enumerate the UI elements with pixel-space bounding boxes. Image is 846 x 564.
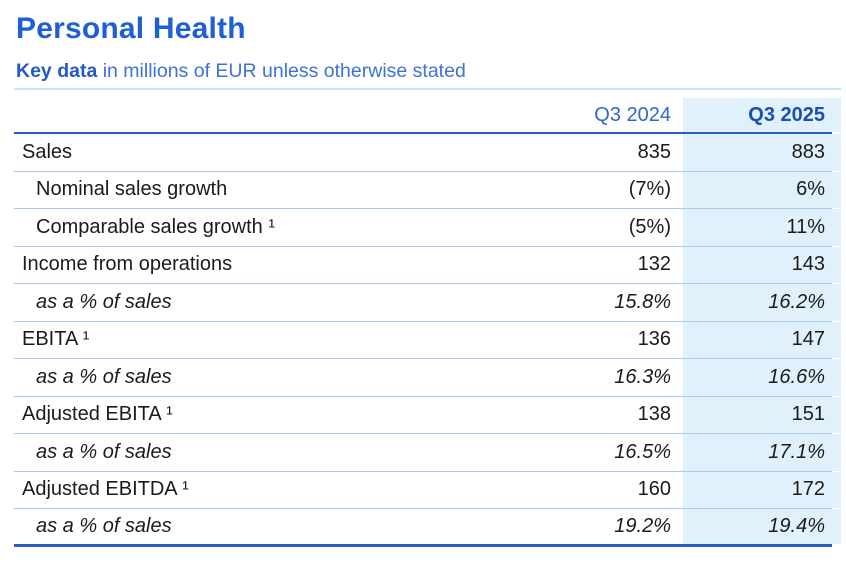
table-row: as a % of sales 16.5% 17.1%: [14, 434, 841, 472]
row-value-q3-2025: 16.2%: [683, 284, 841, 321]
subtitle-key-data: Key data: [16, 60, 98, 82]
page-title: Personal Health: [16, 12, 246, 45]
row-value-q3-2024: 835: [637, 140, 671, 163]
row-value-q3-2025: 17.1%: [683, 434, 841, 471]
page-subtitle: Key data in millions of EUR unless other…: [16, 61, 846, 82]
row-label: Adjusted EBITA ¹: [22, 403, 173, 426]
row-value-q3-2024: 15.8%: [614, 290, 671, 313]
table-row: as a % of sales 19.2% 19.4%: [14, 509, 841, 547]
row-value-q3-2024: (7%): [628, 178, 671, 201]
table-row: Nominal sales growth (7%) 6%: [14, 171, 841, 209]
row-label: EBITA ¹: [22, 328, 90, 351]
table-row: Income from operations 132 143: [14, 246, 841, 284]
row-value-q3-2025: 883: [683, 134, 841, 171]
row-label: Sales: [22, 140, 73, 163]
table-row: as a % of sales 15.8% 16.2%: [14, 284, 841, 322]
row-value-q3-2025: 172: [683, 471, 841, 508]
subtitle-divider-rule: [14, 88, 841, 90]
table-row: as a % of sales 16.3% 16.6%: [14, 359, 841, 397]
table-row: EBITA ¹ 136 147: [14, 321, 841, 359]
row-label: Comparable sales growth ¹: [36, 215, 275, 238]
row-value-q3-2024: 19.2%: [614, 514, 671, 537]
row-value-q3-2025: 16.6%: [683, 359, 841, 396]
row-label: as a % of sales: [36, 365, 172, 388]
key-data-table: Q3 2024 Q3 2025 Sales 835 883 Nominal sa…: [14, 98, 841, 547]
table-row: Comparable sales growth ¹ (5%) 11%: [14, 209, 841, 247]
row-value-q3-2025: 11%: [683, 209, 841, 246]
row-value-q3-2024: 16.3%: [614, 365, 671, 388]
table-row: Adjusted EBITA ¹ 138 151: [14, 396, 841, 434]
row-label: as a % of sales: [36, 514, 172, 537]
row-value-q3-2025: 151: [683, 396, 841, 433]
row-value-q3-2024: 16.5%: [614, 440, 671, 463]
subtitle-units: in millions of EUR unless otherwise stat…: [97, 60, 466, 82]
row-value-q3-2025: 19.4%: [683, 509, 841, 544]
table-row: Adjusted EBITDA ¹ 160 172: [14, 471, 841, 509]
row-value-q3-2025: 143: [683, 246, 841, 283]
table-row: Sales 835 883: [14, 134, 841, 172]
row-label: as a % of sales: [36, 440, 172, 463]
row-label: as a % of sales: [36, 290, 172, 313]
row-value-q3-2025: 147: [683, 321, 841, 358]
row-label: Adjusted EBITDA ¹: [22, 478, 189, 501]
header-q3-2025: Q3 2025: [683, 98, 841, 132]
row-value-q3-2024: 160: [637, 478, 671, 501]
table-header-row: Q3 2024 Q3 2025: [14, 98, 841, 134]
row-value-q3-2025: 6%: [683, 171, 841, 208]
row-label: Nominal sales growth: [36, 178, 228, 201]
row-value-q3-2024: 132: [637, 253, 671, 276]
header-q3-2024: Q3 2024: [594, 103, 671, 126]
row-value-q3-2024: 138: [637, 403, 671, 426]
row-value-q3-2024: 136: [637, 328, 671, 351]
row-label: Income from operations: [22, 253, 233, 276]
row-value-q3-2024: (5%): [628, 215, 671, 238]
table-body: Sales 835 883 Nominal sales growth (7%) …: [14, 134, 841, 547]
